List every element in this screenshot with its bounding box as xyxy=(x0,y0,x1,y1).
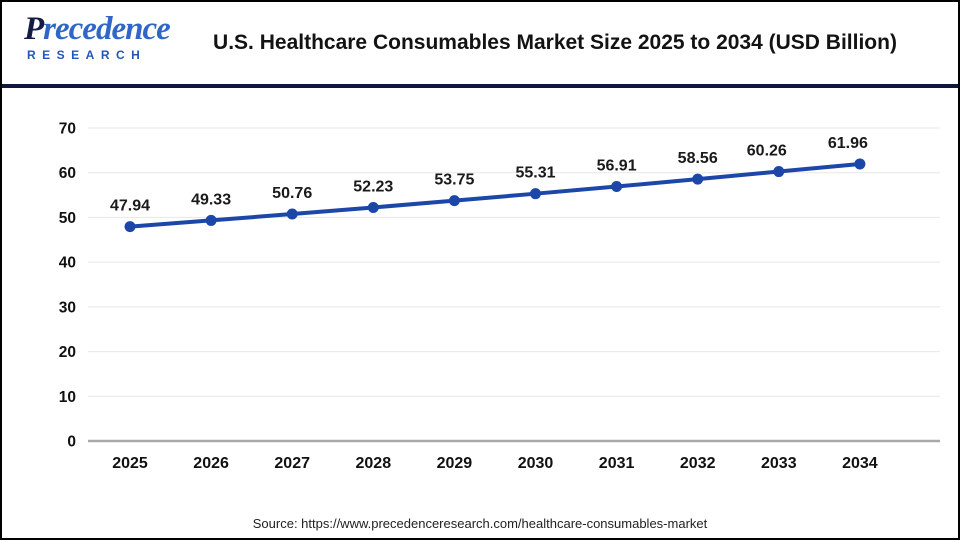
source-line: Source: https://www.precedenceresearch.c… xyxy=(252,516,708,531)
data-point xyxy=(205,214,217,226)
x-tick-label: 2028 xyxy=(356,455,392,472)
x-tick-label: 2029 xyxy=(437,455,473,472)
x-tick-label: 2031 xyxy=(599,455,635,472)
line-chart: 01020304050607047.94202549.33202650.7620… xyxy=(59,121,940,472)
data-point xyxy=(611,181,623,193)
y-tick-label: 20 xyxy=(59,344,76,361)
data-label: 50.76 xyxy=(272,185,312,202)
data-point xyxy=(692,173,704,185)
x-tick-label: 2025 xyxy=(112,455,148,472)
logo-subtitle: RESEARCH xyxy=(27,48,147,62)
x-tick-label: 2032 xyxy=(680,455,716,472)
data-point xyxy=(367,201,379,213)
y-tick-label: 10 xyxy=(59,389,76,406)
data-label: 49.33 xyxy=(191,191,231,208)
data-point xyxy=(124,221,136,233)
data-label: 58.56 xyxy=(678,150,718,167)
y-tick-label: 50 xyxy=(59,210,76,227)
chart-area: 0 10 20 30 40 50 60 70 47.94 2025 49.33 2026 50.76 20… xyxy=(2,88,958,514)
header: Precedence RESEARCH U.S. Healthcare Cons… xyxy=(2,2,958,88)
series-line xyxy=(128,161,862,229)
data-point xyxy=(773,166,785,178)
y-tick-label: 30 xyxy=(59,299,76,316)
chart-title: U.S. Healthcare Consumables Market Size … xyxy=(213,31,897,54)
data-label: 55.31 xyxy=(515,165,555,182)
logo-wordmark: Precedence xyxy=(24,11,171,47)
y-tick-label: 0 xyxy=(67,434,76,451)
data-label: 53.75 xyxy=(434,172,474,189)
x-tick-label: 2030 xyxy=(518,455,554,472)
data-point xyxy=(286,208,298,220)
y-tick-label: 40 xyxy=(59,255,76,272)
x-tick-label: 2034 xyxy=(842,455,878,472)
x-tick-label: 2033 xyxy=(761,455,797,472)
x-tick-label: 2027 xyxy=(274,455,310,472)
x-tick-label: 2026 xyxy=(193,455,229,472)
data-label: 52.23 xyxy=(353,178,393,195)
precedence-research-logo: Precedence RESEARCH xyxy=(24,11,171,62)
data-point xyxy=(854,158,866,170)
y-tick-label: 70 xyxy=(59,121,76,138)
y-tick-label: 60 xyxy=(59,165,76,182)
data-label: 56.91 xyxy=(597,158,637,175)
data-point xyxy=(530,188,541,200)
data-point xyxy=(448,195,460,207)
data-label: 47.94 xyxy=(110,198,150,215)
data-label: 60.26 xyxy=(747,143,787,160)
data-label: 61.96 xyxy=(828,135,868,152)
